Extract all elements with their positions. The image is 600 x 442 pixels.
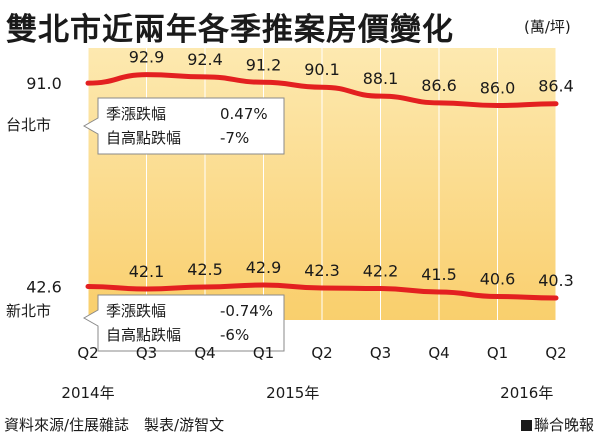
x-tick-label: Q2 <box>77 344 98 362</box>
data-label: 42.3 <box>304 261 340 280</box>
x-tick-label: Q2 <box>311 344 332 362</box>
source-note: 資料來源/住展雜誌 製表/游智文 <box>4 416 225 434</box>
data-label: 42.2 <box>363 262 399 281</box>
x-tick-label: Q3 <box>370 344 391 362</box>
data-label: 40.3 <box>538 271 574 290</box>
data-label: 86.0 <box>480 79 516 98</box>
series-name: 新北市 <box>6 302 51 320</box>
data-label: 86.6 <box>421 76 457 95</box>
data-label: 92.4 <box>187 50 223 69</box>
stat-value: -6% <box>220 326 249 344</box>
data-label: 42.9 <box>246 258 282 277</box>
data-label: 42.6 <box>26 278 62 297</box>
series-name: 台北市 <box>6 116 51 134</box>
stat-label: 季漲跌幅 <box>106 105 166 123</box>
data-label: 88.1 <box>363 69 399 88</box>
x-tick-label: Q2 <box>545 344 566 362</box>
stat-label: 自高點跌幅 <box>106 326 181 344</box>
data-label: 86.4 <box>538 77 574 96</box>
x-tick-label: Q4 <box>428 344 449 362</box>
stat-value: 0.47% <box>220 105 268 123</box>
data-label: 42.5 <box>187 260 223 279</box>
stat-value: -0.74% <box>220 302 273 320</box>
stat-label: 季漲跌幅 <box>106 302 166 320</box>
data-label: 41.5 <box>421 265 457 284</box>
year-label: 2016年 <box>500 384 553 402</box>
x-tick-label: Q4 <box>194 344 215 362</box>
data-label: 92.9 <box>129 48 165 67</box>
data-label: 40.6 <box>480 270 516 289</box>
credit-label: 聯合晚報 <box>533 416 594 434</box>
credit-square-icon <box>520 420 532 431</box>
stats-box <box>82 294 285 352</box>
series-line <box>85 72 559 109</box>
series-line <box>85 282 559 301</box>
chart-title: 雙北市近兩年各季推案房價變化 <box>6 12 454 48</box>
data-label: 91.2 <box>246 55 282 74</box>
x-tick-label: Q1 <box>253 344 274 362</box>
stat-value: -7% <box>220 129 249 147</box>
credit: 聯合晚報 <box>520 414 594 435</box>
data-label: 42.1 <box>129 262 165 281</box>
stat-label: 自高點跌幅 <box>106 129 181 147</box>
stats-box <box>82 97 285 155</box>
x-tick-label: Q3 <box>136 344 157 362</box>
data-label: 91.0 <box>26 74 62 93</box>
year-label: 2015年 <box>266 384 319 402</box>
year-label: 2014年 <box>61 384 114 402</box>
unit-label: (萬/坪) <box>524 18 571 36</box>
x-tick-label: Q1 <box>487 344 508 362</box>
data-label: 90.1 <box>304 60 340 79</box>
